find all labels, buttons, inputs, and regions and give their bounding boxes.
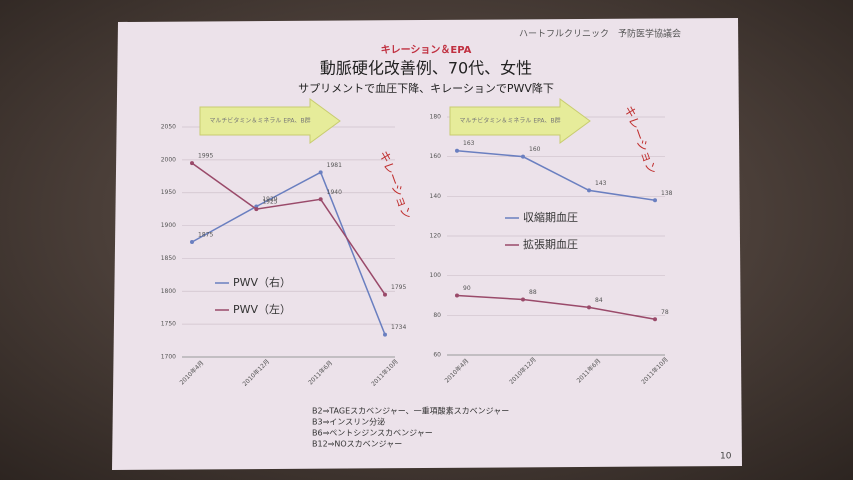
series-line (191, 162, 386, 295)
point (383, 332, 387, 337)
y-tick-label: 120 (430, 233, 442, 240)
value-label: 1875 (198, 232, 213, 239)
y-tick-label: 1950 (161, 189, 176, 196)
subtitle: サプリメントで血圧下降、キレーションでPWV降下 (298, 81, 554, 95)
note: B6⇒ペントシジンスカベンジャー (312, 429, 433, 438)
page-number: 10 (720, 452, 732, 462)
value-label: 88 (529, 289, 537, 296)
y-tick-label: 1900 (161, 222, 176, 229)
y-tick-label: 100 (430, 272, 442, 279)
value-label: 1995 (198, 153, 213, 160)
clinic: ハートフルクリニック 予防医学協議会 (519, 28, 681, 40)
note: B2⇒TAGEスカベンジャー、一重項酸素スカベンジャー (312, 406, 509, 416)
value-label: 143 (595, 180, 607, 187)
y-tick-label: 180 (430, 114, 442, 121)
series-line (456, 294, 656, 321)
point (190, 240, 194, 244)
series-line (456, 149, 656, 202)
point (653, 198, 657, 203)
y-tick-label: 1750 (161, 321, 176, 328)
value-label: 1795 (391, 284, 406, 291)
point (455, 293, 459, 298)
value-label: 163 (463, 140, 475, 147)
value-label: 78 (661, 309, 669, 316)
value-label: 160 (529, 146, 541, 153)
point (383, 292, 387, 297)
point (254, 207, 259, 212)
y-tick-label: 1800 (161, 288, 176, 295)
note: B12⇒NOスカベンジャー (312, 440, 402, 449)
point (318, 170, 323, 175)
annotation: マルチビタミン＆ミネラル EPA、B群 (209, 117, 310, 125)
value-label: 90 (463, 285, 471, 292)
value-label: 1929 (262, 196, 277, 203)
point (587, 188, 591, 193)
arrow-shape (449, 98, 591, 144)
point (521, 154, 525, 159)
point (455, 148, 459, 153)
legend-label: PWV（右） (233, 275, 291, 289)
y-tick-label: 1700 (161, 354, 176, 361)
value-label: 138 (661, 190, 673, 197)
y-tick-label: 2000 (161, 156, 176, 163)
legend-label: 拡張期血圧 (523, 237, 578, 251)
y-tick-label: 140 (430, 193, 442, 200)
kicker: キレーション＆EPA (381, 44, 472, 56)
series-line (191, 171, 386, 335)
point (587, 305, 591, 310)
title: 動脈硬化改善例、70代、女性 (320, 59, 532, 78)
y-tick-label: 1850 (161, 255, 176, 262)
value-label: 1925 (262, 199, 277, 206)
y-tick-label: 80 (433, 312, 441, 319)
value-label: 1940 (327, 189, 342, 196)
note: B3⇒インスリン分泌 (312, 417, 385, 427)
y-tick-label: 2050 (161, 124, 176, 131)
y-tick-label: 160 (430, 153, 442, 160)
annotation: マルチビタミン＆ミネラル EPA、B群 (459, 117, 560, 125)
legend-label: PWV（左） (233, 303, 291, 316)
arrow-shape (199, 98, 341, 144)
point (318, 197, 323, 202)
value-label: 84 (595, 297, 603, 304)
point (521, 297, 525, 302)
point (653, 317, 657, 322)
y-tick-label: 60 (433, 352, 441, 359)
point (190, 161, 194, 166)
value-label: 1734 (391, 324, 406, 331)
value-label: 1981 (327, 162, 342, 169)
legend-label: 収縮期血圧 (523, 210, 578, 224)
